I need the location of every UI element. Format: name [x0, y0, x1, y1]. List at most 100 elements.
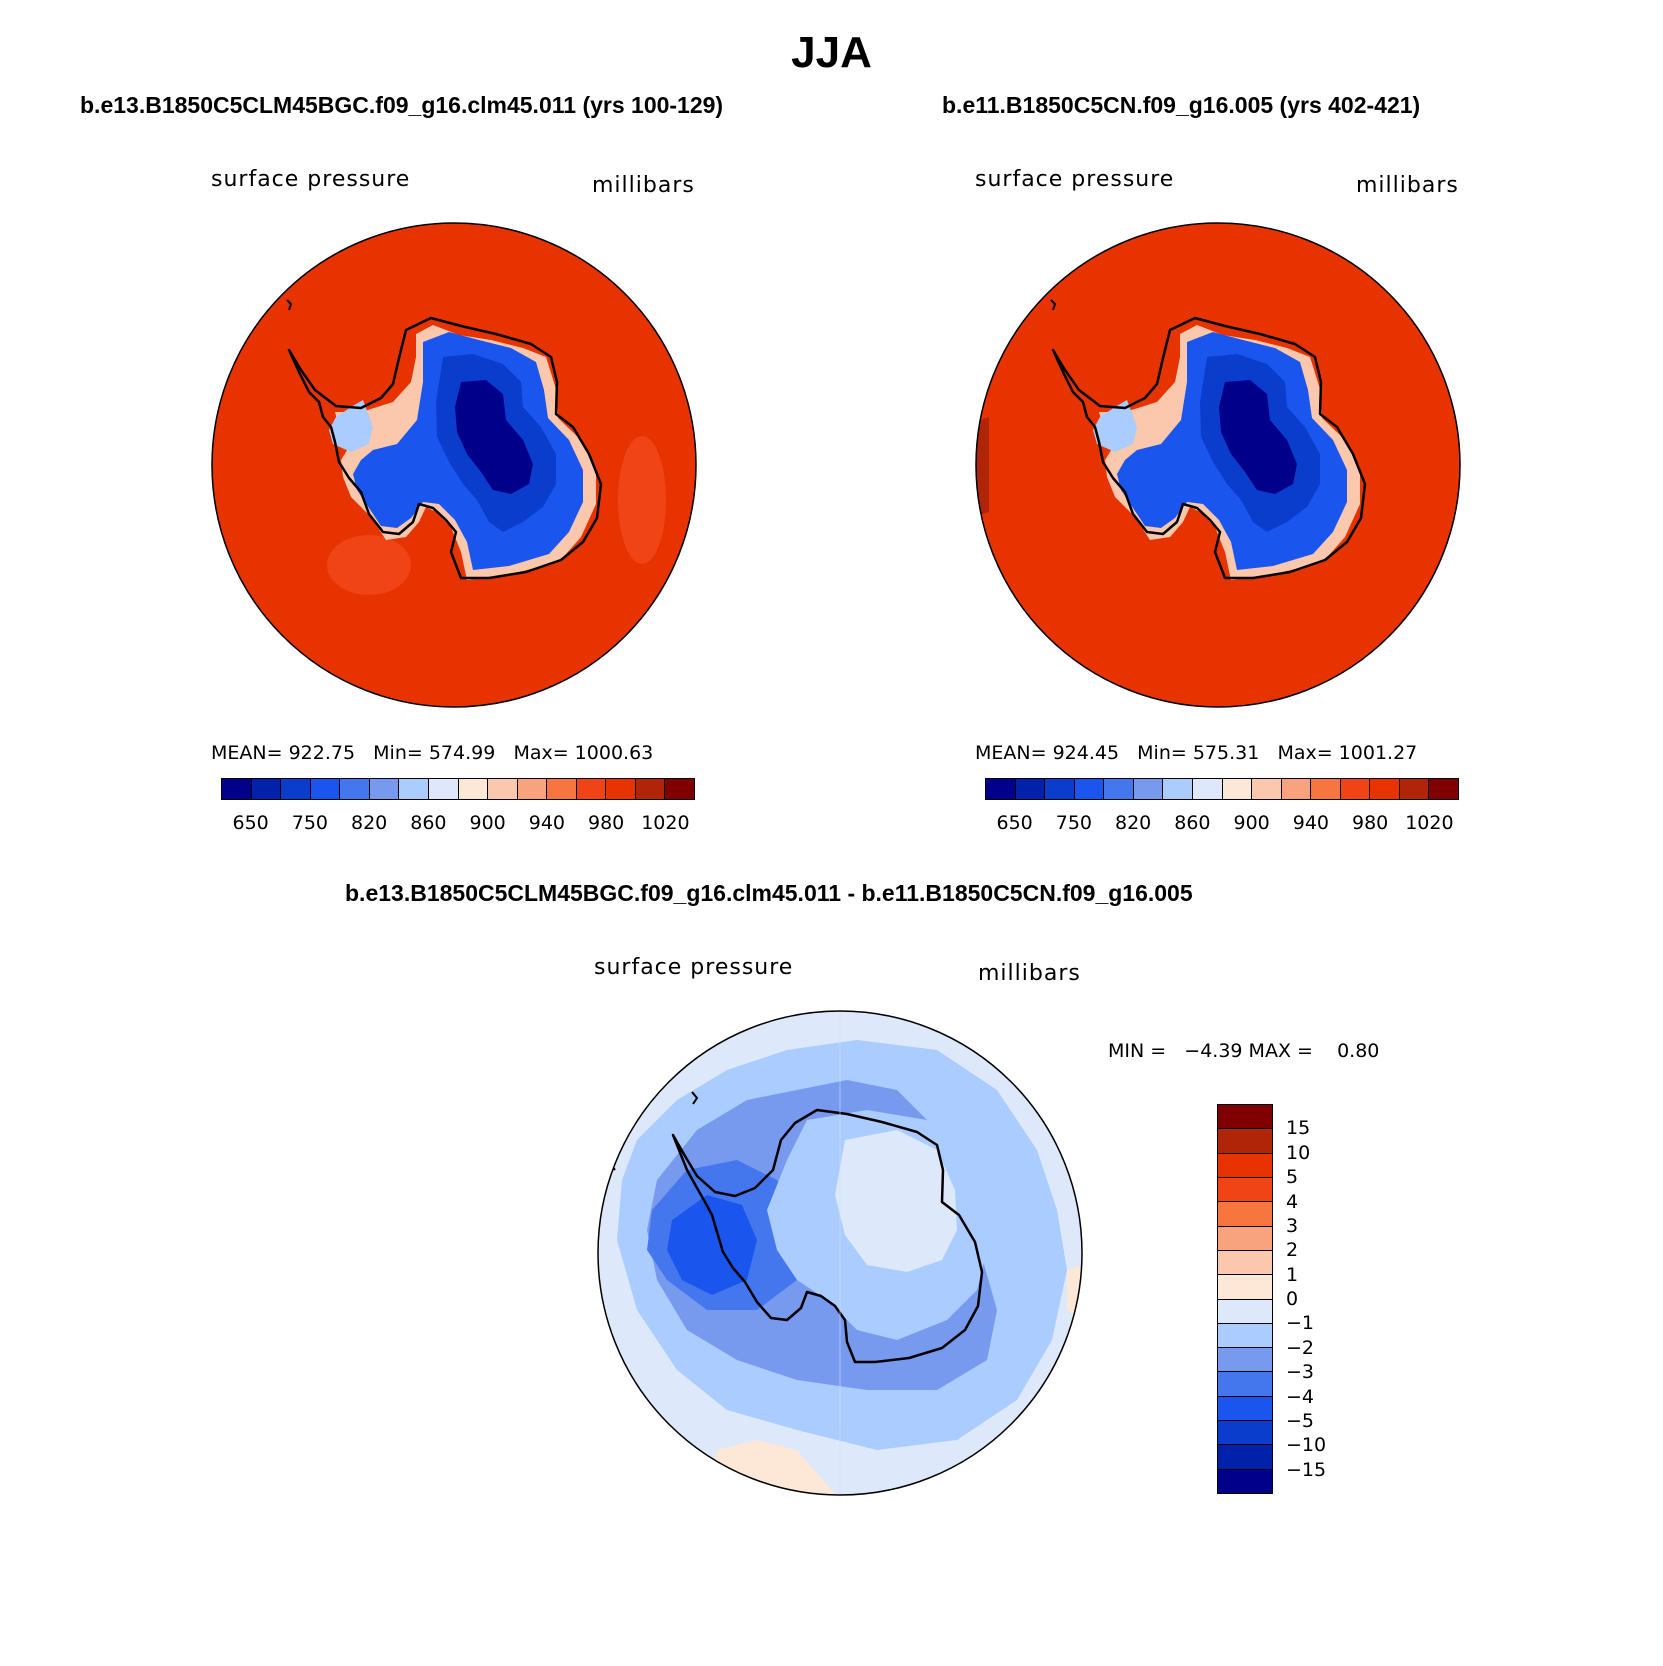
left-colorbar-swatch [606, 779, 636, 799]
right-colorbar-swatch [1429, 779, 1458, 799]
diff-colorbar-tick-label: −4 [1286, 1385, 1315, 1408]
diff-colorbar-swatch [1218, 1250, 1272, 1276]
map-boundary [975, 222, 1461, 708]
diff-colorbar-tick-label: 1 [1286, 1263, 1299, 1286]
left-colorbar [221, 778, 695, 800]
right-variable-label: surface pressure [975, 167, 1175, 192]
left-colorbar-swatch [399, 779, 429, 799]
left-units-label: millibars [592, 173, 695, 198]
right-units-label: millibars [1356, 173, 1459, 198]
left-colorbar-tick-label: 650 [232, 812, 269, 834]
pressure-contour-high [327, 535, 411, 595]
left-colorbar-swatch [281, 779, 311, 799]
diff-colorbar-tick-label: 2 [1286, 1239, 1299, 1262]
right-colorbar-swatch [1340, 779, 1371, 799]
left-stats: MEAN= 922.75 Min= 574.99 Max= 1000.63 [211, 742, 654, 764]
left-polar-map [211, 222, 697, 708]
diff-colorbar-swatch [1218, 1177, 1272, 1203]
left-colorbar-tick-label: 940 [528, 812, 566, 834]
right-colorbar-tick-label: 940 [1292, 812, 1330, 834]
diff-colorbar-ticks: 15 10 5 4 3 2 1 0 −1 −2 −3 −4 −5 −10 −15 [1286, 1104, 1366, 1494]
right-colorbar-swatch [986, 779, 1016, 799]
right-colorbar-swatch [1370, 779, 1400, 799]
peninsula-shading [1093, 400, 1137, 452]
left-colorbar-swatch [428, 779, 459, 799]
diff-colorbar-swatch [1218, 1445, 1272, 1470]
diff-colorbar-tick-label: −10 [1286, 1434, 1327, 1457]
diff-colorbar-swatch [1218, 1226, 1272, 1251]
right-colorbar-swatch [1163, 779, 1193, 799]
diff-colorbar-tick-label: 15 [1286, 1117, 1311, 1140]
right-colorbar-tick-label: 900 [1233, 812, 1270, 834]
pressure-contour-high [618, 436, 666, 564]
diff-colorbar-tick-label: 0 [1286, 1288, 1299, 1310]
diff-colorbar-tick-label: 3 [1286, 1214, 1299, 1237]
left-colorbar-tick-label: 750 [291, 812, 329, 834]
right-polar-map [975, 222, 1461, 708]
diff-colorbar-swatch [1218, 1105, 1272, 1130]
diff-colorbar-swatch [1218, 1469, 1272, 1493]
diff-colorbar-swatch [1218, 1323, 1272, 1349]
right-colorbar-swatch [1104, 779, 1134, 799]
left-colorbar-tick-label: 900 [469, 812, 506, 834]
right-stats: MEAN= 924.45 Min= 575.31 Max= 1001.27 [975, 742, 1418, 764]
left-colorbar-tick-label: 980 [587, 812, 625, 834]
antarctica-summit [1219, 380, 1297, 494]
antarctica-summit [455, 380, 533, 494]
right-colorbar-swatch [1252, 779, 1282, 799]
left-colorbar-swatch [310, 779, 341, 799]
left-colorbar-swatch [340, 779, 370, 799]
right-colorbar-swatch [1281, 779, 1312, 799]
diff-colorbar [1217, 1104, 1273, 1494]
right-colorbar-tick-label: 1020 [1405, 812, 1454, 834]
diff-colorbar-swatch [1218, 1129, 1272, 1154]
left-colorbar-swatch [488, 779, 518, 799]
right-colorbar-swatch [1222, 779, 1253, 799]
diff-colorbar-swatch [1218, 1202, 1272, 1227]
right-colorbar-swatch [1045, 779, 1075, 799]
map-boundary [597, 1010, 1083, 1496]
diff-colorbar-swatch [1218, 1153, 1272, 1178]
pressure-contour-high [976, 417, 989, 517]
right-colorbar [985, 778, 1459, 800]
diff-colorbar-swatch [1218, 1421, 1272, 1446]
diff-colorbar-swatch [1218, 1348, 1272, 1373]
right-colorbar-swatch [1311, 779, 1341, 799]
left-colorbar-swatch [635, 779, 666, 799]
right-colorbar-swatch [1399, 779, 1430, 799]
left-colorbar-swatch [517, 779, 548, 799]
right-colorbar-swatch [1015, 779, 1046, 799]
right-panel-title: b.e11.B1850C5CN.f09_g16.005 (yrs 402-421… [942, 92, 1421, 118]
left-colorbar-swatch [576, 779, 607, 799]
figure-title: JJA [791, 28, 872, 77]
left-variable-label: surface pressure [211, 167, 411, 192]
left-panel-title: b.e13.B1850C5CLM45BGC.f09_g16.clm45.011 … [80, 92, 724, 118]
right-colorbar-tick-label: 650 [996, 812, 1033, 834]
diff-colorbar-tick-label: −2 [1286, 1336, 1315, 1359]
diff-panel-title: b.e13.B1850C5CLM45BGC.f09_g16.clm45.011 … [345, 880, 1193, 906]
left-colorbar-swatch [369, 779, 400, 799]
coastline [671, 1108, 984, 1364]
left-colorbar-swatch [458, 779, 489, 799]
diff-colorbar-tick-label: 5 [1286, 1166, 1299, 1189]
diff-colorbar-swatch [1218, 1275, 1272, 1300]
right-colorbar-tick-label: 750 [1055, 812, 1093, 834]
left-colorbar-ticks: 650 750 820 860 900 940 980 1020 [221, 812, 695, 836]
diff-colorbar-swatch [1218, 1372, 1272, 1397]
diff-polar-map [597, 1010, 1083, 1496]
right-colorbar-swatch [1074, 779, 1105, 799]
right-colorbar-tick-label: 820 [1114, 812, 1152, 834]
diff-colorbar-tick-label: −3 [1286, 1361, 1315, 1384]
diff-colorbar-tick-label: −1 [1286, 1312, 1315, 1335]
coastline [1051, 316, 1367, 580]
diff-units-label: millibars [978, 961, 1081, 986]
right-colorbar-swatch [1192, 779, 1223, 799]
left-colorbar-swatch [547, 779, 577, 799]
diff-near-zero-contour [835, 1130, 957, 1272]
diff-colorbar-tick-label: 10 [1286, 1141, 1311, 1164]
right-colorbar-swatch [1133, 779, 1164, 799]
right-colorbar-ticks: 650 750 820 860 900 940 980 1020 [985, 812, 1459, 836]
diff-colorbar-tick-label: 4 [1286, 1190, 1299, 1213]
left-colorbar-swatch [665, 779, 694, 799]
diff-variable-label: surface pressure [594, 955, 794, 980]
